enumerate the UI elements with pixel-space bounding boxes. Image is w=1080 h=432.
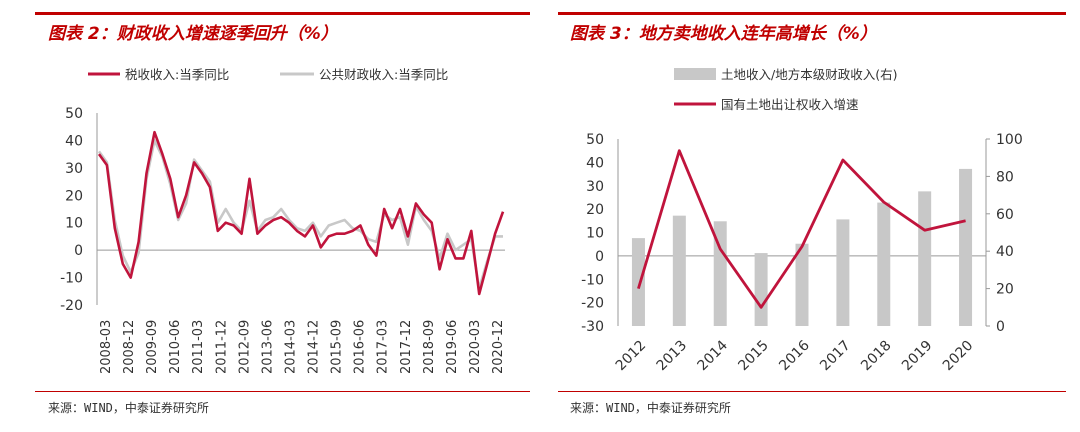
right-bar-line-chart: 土地收入/地方本级财政收入(右)国有土地出让权收入增速50403020100-1… <box>581 67 1023 375</box>
right-chart-right-y-tick-label: 60 <box>996 207 1014 223</box>
right-chart-right-y-tick-label: 100 <box>996 132 1023 148</box>
right-chart-panel: 图表 3：地方卖地收入连年高增长（%） 土地收入/地方本级财政收入(右) 国有土地… <box>550 0 1080 432</box>
left-y-tick-label: 20 <box>65 188 83 204</box>
legend-label-land-share: 土地收入/地方本级财政收入(右) <box>721 67 897 82</box>
right-x-tick-label: 2013 <box>654 338 691 375</box>
left-x-tick-label: 2011-12 <box>214 320 229 374</box>
left-x-tick-label: 2009-09 <box>145 320 160 374</box>
left-source-note: 来源：WIND，中泰证券研究所 <box>48 401 209 415</box>
right-x-tick-label: 2015 <box>735 338 772 375</box>
left-y-tick-label: 50 <box>65 106 83 122</box>
right-title-rule <box>558 12 1066 15</box>
right-chart-left-y-tick-label: 20 <box>586 202 604 218</box>
left-y-tick-label: 0 <box>74 243 83 259</box>
right-source-rule <box>558 391 1066 392</box>
left-line-chart: 税收收入:当季同比 公共财政收入:当季同比 50 40 30 20 10 0 -10 -20 200… <box>60 67 506 374</box>
left-x-tick-label: 2010-06 <box>168 320 183 374</box>
left-x-tick-label: 2016-06 <box>353 320 368 374</box>
right-source-note: 来源：WIND，中泰证券研究所 <box>570 401 731 415</box>
right-chart-left-y-tick-label: 40 <box>586 155 604 171</box>
right-chart-right-y-tick-label: 80 <box>996 169 1014 185</box>
legend-label-land-growth: 国有土地出让权收入增速 <box>721 97 859 112</box>
left-x-tick-label: 2014-03 <box>283 320 298 374</box>
series-line-public-revenue <box>97 139 503 290</box>
right-chart-right-y-tick-label: 20 <box>996 282 1014 298</box>
left-x-tick-label: 2015-09 <box>330 320 345 374</box>
left-x-tick-label: 2014-12 <box>307 320 322 374</box>
legend-label-public-revenue: 公共财政收入:当季同比 <box>319 67 448 82</box>
legend-swatch-land-share <box>674 68 716 80</box>
bar-land-share <box>754 253 768 326</box>
bar-land-share <box>959 168 973 326</box>
left-x-tick-label: 2008-12 <box>122 320 137 374</box>
left-title-rule <box>35 12 530 15</box>
right-x-tick-label: 2020 <box>940 338 977 375</box>
bar-land-share <box>918 191 932 326</box>
left-x-tick-label: 2011-03 <box>191 320 206 374</box>
series-line-tax-revenue <box>97 130 505 296</box>
left-y-tick-label: 10 <box>65 216 83 232</box>
left-x-tick-label: 2019-06 <box>445 320 460 374</box>
left-x-tick-label: 2020-03 <box>468 320 483 374</box>
bar-land-share <box>795 243 809 326</box>
right-x-tick-label: 2019 <box>899 338 936 375</box>
left-x-tick-label: 2017-12 <box>399 320 414 374</box>
right-chart-left-y-tick-label: -30 <box>581 319 604 335</box>
left-chart-panel: 图表 2：财政收入增速逐季回升（%） 税收收入:当季同比 公共财政收入:当季同比 5… <box>0 0 530 432</box>
right-chart-left-y-tick-label: 50 <box>586 132 604 148</box>
bar-land-share <box>877 202 891 326</box>
left-x-tick-label: 2020-12 <box>491 320 506 374</box>
left-y-tick-label: 40 <box>65 133 83 149</box>
left-y-tick-label: 30 <box>65 161 83 177</box>
right-chart-left-y-tick-label: 0 <box>595 249 604 265</box>
right-chart-left-y-tick-label: -20 <box>581 296 604 312</box>
right-chart-right-y-tick-label: 0 <box>996 319 1005 335</box>
bar-land-share <box>672 215 686 326</box>
right-x-tick-label: 2018 <box>858 338 895 375</box>
bar-land-share <box>836 219 850 326</box>
right-chart-left-y-tick-label: -10 <box>581 272 604 288</box>
right-chart-left-y-tick-label: 10 <box>586 226 604 242</box>
series-line-land-growth <box>637 149 966 309</box>
right-x-tick-label: 2014 <box>695 337 732 374</box>
left-x-tick-label: 2017-03 <box>376 320 391 374</box>
left-chart-title: 图表 2：财政收入增速逐季回升（%） <box>48 24 338 44</box>
legend-label-tax-revenue: 税收收入:当季同比 <box>125 67 229 82</box>
left-y-tick-label: -10 <box>60 271 83 287</box>
left-x-tick-label: 2008-03 <box>99 320 114 374</box>
left-source-rule <box>35 391 530 392</box>
right-x-tick-label: 2016 <box>776 337 813 374</box>
bar-land-share <box>631 238 645 326</box>
left-x-tick-label: 2012-09 <box>237 320 252 374</box>
right-x-tick-label: 2017 <box>817 338 854 375</box>
left-y-tick-label: -20 <box>60 298 83 314</box>
right-x-tick-label: 2012 <box>613 338 650 375</box>
right-chart-title: 图表 3：地方卖地收入连年高增长（%） <box>570 24 877 44</box>
bar-land-share <box>713 221 727 326</box>
right-chart-left-y-tick-label: 30 <box>586 179 604 195</box>
right-chart-right-y-tick-label: 40 <box>996 244 1014 260</box>
left-x-tick-label: 2013-06 <box>260 320 275 374</box>
left-x-tick-label: 2018-09 <box>422 320 437 374</box>
